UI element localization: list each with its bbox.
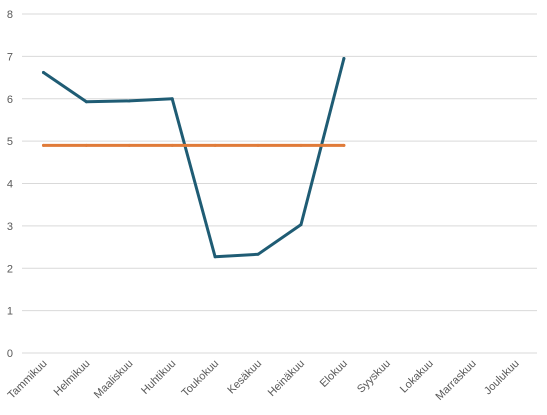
y-tick-label: 2 (7, 263, 13, 275)
x-tick-label: Kesäkuu (225, 358, 264, 397)
x-tick-label: Tammikuu (6, 358, 50, 402)
x-tick-label: Lokakuu (398, 358, 436, 396)
x-tick-label: Toukokuu (179, 358, 221, 400)
gridlines (22, 13, 537, 354)
data-point (127, 143, 131, 147)
x-tick-label: Elokuu (318, 358, 350, 390)
data-point (170, 143, 174, 147)
data-point (256, 143, 260, 147)
data-point (84, 100, 88, 104)
data-point (342, 56, 346, 60)
data-point (213, 143, 217, 147)
data-point (41, 70, 45, 74)
x-tick-label: Maaliskuu (92, 358, 136, 402)
data-point (299, 223, 303, 227)
x-tick-label: Huhtikuu (139, 358, 178, 397)
x-tick-label: Heinäkuu (266, 358, 307, 399)
x-tick-label: Helmikuu (52, 358, 93, 399)
series-line-1 (42, 57, 346, 259)
y-tick-label: 4 (7, 179, 13, 191)
data-point (170, 97, 174, 101)
series-lines (41, 56, 346, 259)
data-point (127, 99, 131, 103)
data-point (41, 143, 45, 147)
data-point (84, 143, 88, 147)
y-tick-label: 1 (7, 306, 13, 318)
data-point (213, 255, 217, 259)
x-axis-ticks: Tammikuu Helmikuu Maaliskuu Huhtikuu Toukoku… (6, 358, 522, 403)
data-point (342, 143, 346, 147)
y-tick-label: 7 (7, 51, 13, 63)
y-tick-label: 0 (7, 348, 13, 360)
y-tick-label: 8 (7, 9, 13, 21)
y-tick-label: 3 (7, 221, 13, 233)
x-tick-label: Syyskuu (355, 358, 393, 396)
data-point (299, 143, 303, 147)
data-point (256, 252, 260, 256)
y-axis-ticks: 0 1 2 3 4 5 6 7 8 (7, 9, 13, 360)
y-tick-label: 5 (7, 136, 13, 148)
x-tick-label: Marraskuu (434, 358, 479, 403)
x-tick-label: Joulukuu (482, 358, 522, 398)
y-tick-label: 6 (7, 94, 13, 106)
